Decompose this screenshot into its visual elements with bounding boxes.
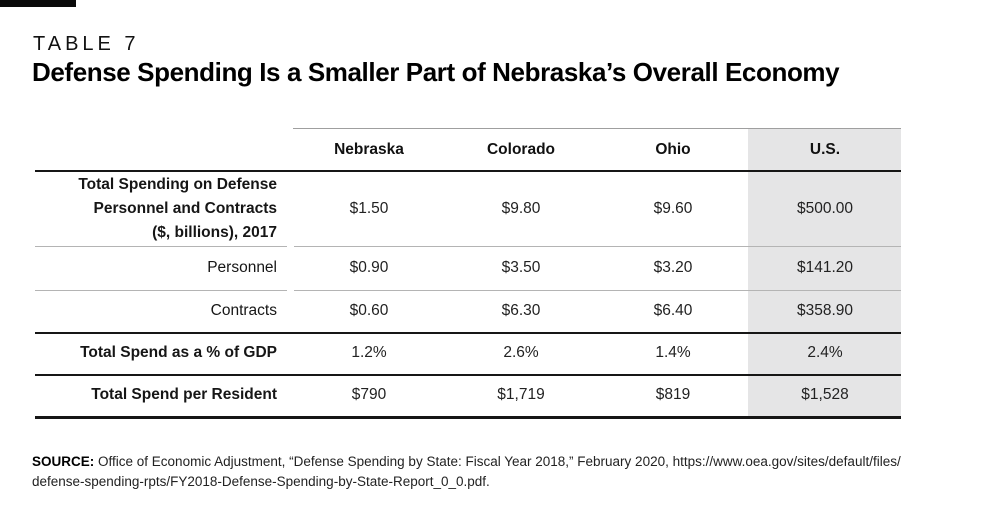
column-header-ohio: Ohio xyxy=(655,140,691,158)
cell-value: $6.30 xyxy=(501,302,541,319)
cell-value: $1,719 xyxy=(497,386,545,403)
row-label-column-spacer xyxy=(35,128,293,171)
row-divider xyxy=(35,246,287,247)
cell-value: $358.90 xyxy=(796,302,854,319)
table-row: Total Spend as a % of GDP 1.2% 2.6% 1.4% 2.4… xyxy=(35,332,901,374)
cell-value: $9.80 xyxy=(501,200,541,217)
defense-spending-table: Nebraska Colorado Ohio U.S. Total Spending … xyxy=(35,128,901,422)
section-rule xyxy=(35,332,901,334)
cell-value: $141.20 xyxy=(796,259,854,276)
row-label: Personnel xyxy=(207,259,277,276)
table-row: Total Spend per Resident $790 $1,719 $819 $1… xyxy=(35,374,901,416)
cell-value: $790 xyxy=(351,386,387,403)
row-divider xyxy=(294,246,901,247)
header-top-rule xyxy=(293,128,901,129)
source-note: SOURCE: Office of Economic Adjustment, “… xyxy=(32,452,982,492)
cell-value: $9.60 xyxy=(653,200,693,217)
table-body: Total Spending on Defense Personnel and C… xyxy=(35,172,901,416)
source-text-1: Office of Economic Adjustment, “Defense … xyxy=(94,453,901,469)
row-divider xyxy=(35,290,287,291)
table-title: Defense Spending Is a Smaller Part of Ne… xyxy=(32,57,840,87)
table-row: Contracts $0.60 $6.30 $6.40 $358.90 xyxy=(35,290,901,332)
cell-value: 2.4% xyxy=(807,344,843,361)
source-label: SOURCE: xyxy=(32,453,95,469)
cell-value: 1.4% xyxy=(655,344,691,361)
source-line-1: SOURCE: Office of Economic Adjustment, “… xyxy=(32,454,901,469)
cell-value: $819 xyxy=(655,386,691,403)
table-bottom-rule xyxy=(35,416,901,419)
row-label-line: ($, billions), 2017 xyxy=(152,224,277,241)
row-label: Total Spending on Defense Personnel and C… xyxy=(35,172,293,246)
table-number-label: TABLE 7 xyxy=(33,33,140,55)
section-rule xyxy=(35,374,901,376)
top-accent-bar xyxy=(0,0,76,7)
cell-value: $0.60 xyxy=(349,302,389,319)
column-header-us: U.S. xyxy=(809,140,841,158)
table-row: Personnel $0.90 $3.50 $3.20 $141.20 xyxy=(35,246,901,290)
cell-value: $1.50 xyxy=(349,200,389,217)
table-row: Total Spending on Defense Personnel and C… xyxy=(35,172,901,246)
row-label: Total Spend as a % of GDP xyxy=(80,344,277,361)
table-header-row: Nebraska Colorado Ohio U.S. xyxy=(35,128,901,171)
row-label: Contracts xyxy=(210,302,277,319)
cell-value: 2.6% xyxy=(503,344,539,361)
cell-value: 1.2% xyxy=(351,344,387,361)
cell-value: $6.40 xyxy=(653,302,693,319)
us-column-highlight xyxy=(748,128,901,416)
row-label: Total Spend per Resident xyxy=(91,386,277,403)
row-divider xyxy=(294,290,901,291)
cell-value: $0.90 xyxy=(349,259,389,276)
cell-value: $1,528 xyxy=(801,386,849,403)
cell-value: $500.00 xyxy=(796,200,854,217)
row-label-line: Personnel and Contracts xyxy=(93,200,277,217)
cell-value: $3.20 xyxy=(653,259,693,276)
column-header-nebraska: Nebraska xyxy=(334,140,404,158)
header-bottom-rule xyxy=(35,170,901,172)
column-header-colorado: Colorado xyxy=(486,140,556,158)
source-line-2: defense-spending-rpts/FY2018-Defense-Spe… xyxy=(32,473,490,489)
cell-value: $3.50 xyxy=(501,259,541,276)
row-label-line: Total Spending on Defense xyxy=(78,176,277,193)
